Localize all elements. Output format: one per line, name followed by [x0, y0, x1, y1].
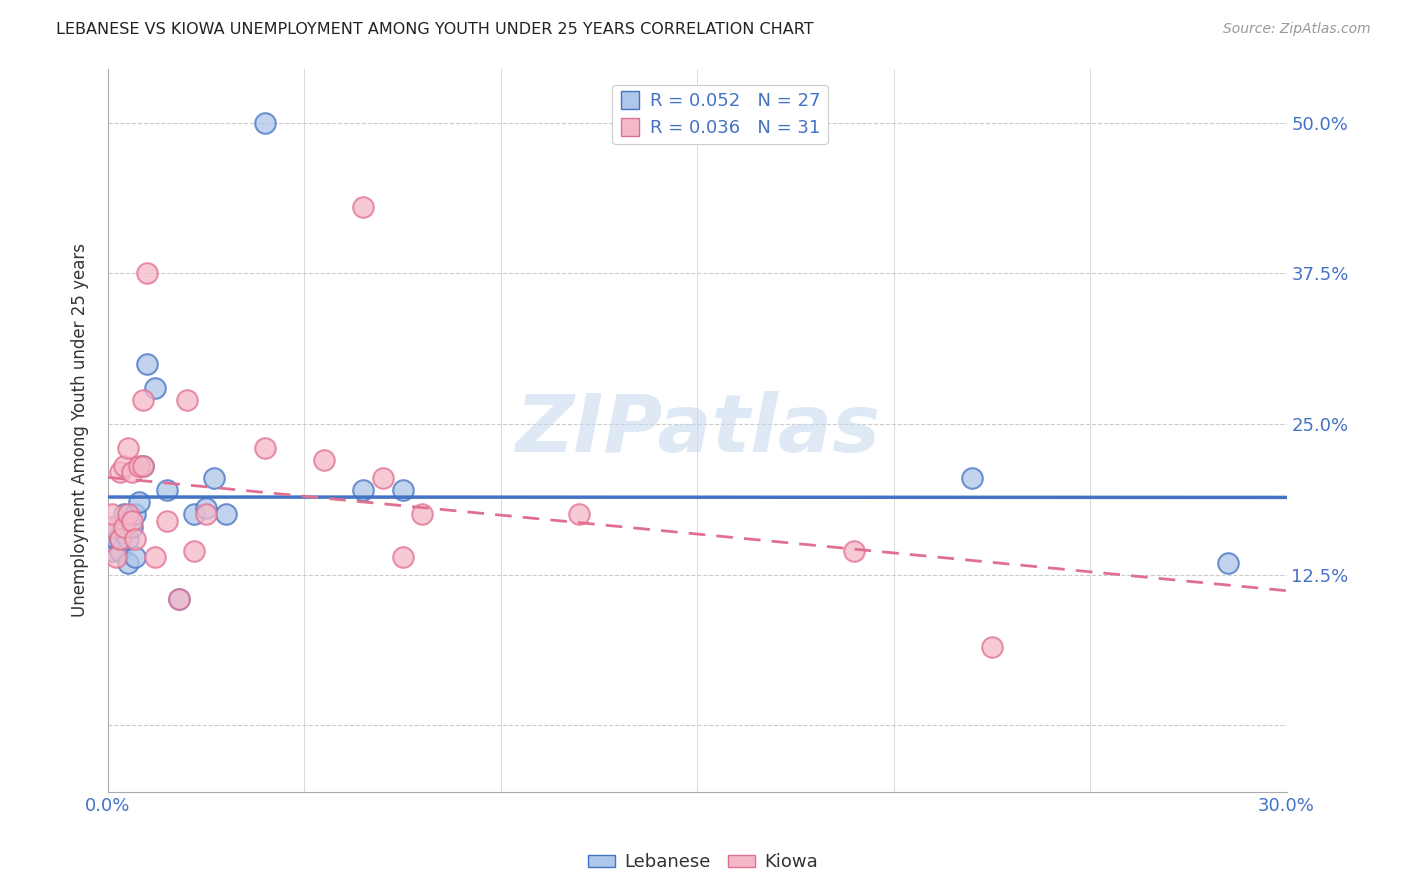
Point [136, 357, 159, 371]
Point [117, 441, 139, 455]
Point [352, 200, 374, 214]
Point [104, 549, 127, 564]
Point [108, 532, 131, 546]
Point [156, 483, 179, 498]
Point [167, 591, 190, 606]
Point [183, 508, 205, 522]
Point [112, 508, 135, 522]
Y-axis label: Unemployment Among Youth under 25 years: Unemployment Among Youth under 25 years [72, 244, 89, 617]
Point [112, 525, 135, 540]
Point [108, 532, 131, 546]
Point [195, 508, 218, 522]
Point [371, 471, 394, 485]
Point [128, 495, 150, 509]
Point [143, 549, 166, 564]
Point [254, 116, 277, 130]
Point [101, 508, 124, 522]
Point [962, 471, 984, 485]
Point [844, 543, 866, 558]
Point [1216, 556, 1239, 570]
Point [117, 556, 139, 570]
Point [124, 508, 146, 522]
Point [183, 543, 205, 558]
Point [121, 465, 143, 479]
Point [124, 549, 146, 564]
Point [132, 459, 155, 474]
Legend: R = 0.052   N = 27, R = 0.036   N = 31: R = 0.052 N = 27, R = 0.036 N = 31 [612, 85, 828, 145]
Point [117, 532, 139, 546]
Point [132, 459, 155, 474]
Point [143, 381, 166, 395]
Point [128, 459, 150, 474]
Point [391, 483, 413, 498]
Point [215, 508, 238, 522]
Point [121, 514, 143, 528]
Point [117, 508, 139, 522]
Point [101, 543, 124, 558]
Point [202, 471, 225, 485]
Point [136, 267, 159, 281]
Point [101, 519, 124, 533]
Point [411, 508, 433, 522]
Point [176, 392, 198, 407]
Point [156, 514, 179, 528]
Point [352, 483, 374, 498]
Text: LEBANESE VS KIOWA UNEMPLOYMENT AMONG YOUTH UNDER 25 YEARS CORRELATION CHART: LEBANESE VS KIOWA UNEMPLOYMENT AMONG YOU… [56, 22, 814, 37]
Point [112, 459, 135, 474]
Text: Source: ZipAtlas.com: Source: ZipAtlas.com [1223, 22, 1371, 37]
Point [132, 392, 155, 407]
Point [108, 543, 131, 558]
Point [568, 508, 591, 522]
Point [981, 640, 1004, 654]
Point [112, 519, 135, 533]
Point [195, 501, 218, 516]
Point [312, 453, 335, 467]
Point [391, 549, 413, 564]
Point [254, 441, 277, 455]
Point [104, 519, 127, 533]
Text: ZIPatlas: ZIPatlas [515, 391, 880, 469]
Point [104, 532, 127, 546]
Point [124, 532, 146, 546]
Legend: Lebanese, Kiowa: Lebanese, Kiowa [581, 847, 825, 879]
Point [108, 465, 131, 479]
Point [121, 519, 143, 533]
Point [167, 591, 190, 606]
